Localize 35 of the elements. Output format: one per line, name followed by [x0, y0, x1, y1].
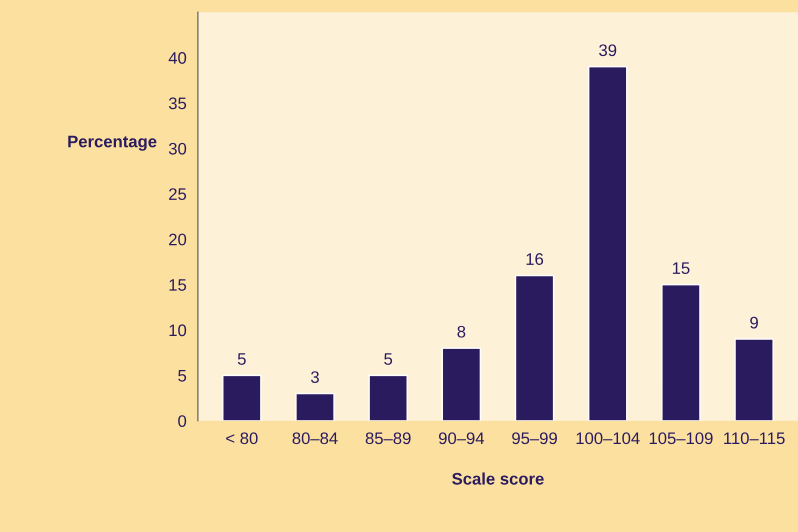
y-tick-label: 40	[168, 52, 186, 64]
bar	[514, 274, 554, 421]
y-tick-label: 30	[168, 142, 186, 155]
data-label: 16	[526, 253, 544, 265]
y-tick-label: 0	[178, 415, 186, 428]
y-tick-label: 10	[170, 324, 186, 336]
bar	[661, 284, 701, 421]
y-tick-label: 25	[169, 188, 186, 200]
bar	[734, 338, 774, 421]
bar	[588, 66, 628, 421]
x-tick-label: 105–109	[650, 432, 713, 444]
x-tick-label: 110–115	[724, 432, 785, 444]
bar	[368, 374, 408, 421]
x-tick-label: 100–104	[576, 432, 640, 444]
x-tick-label: 80–84	[292, 432, 338, 444]
x-tick-label: < 80	[226, 432, 258, 444]
data-label: 8	[457, 326, 466, 338]
y-tick-label: 20	[169, 234, 186, 246]
bar	[222, 374, 262, 421]
y-tick-label: 15	[170, 279, 186, 291]
data-label: 9	[750, 316, 758, 329]
x-tick-label: 95–99	[512, 432, 557, 444]
y-tick-label: 35	[168, 97, 186, 110]
data-label: 5	[238, 353, 246, 365]
data-label: 39	[599, 44, 616, 56]
y-axis-title: Percentage	[68, 136, 156, 151]
bar	[442, 347, 482, 421]
data-label: 3	[310, 371, 319, 384]
x-tick-label: 85–89	[366, 432, 411, 444]
x-axis-title: Scale score	[452, 472, 544, 485]
bar	[295, 392, 335, 421]
x-tick-label: 90–94	[438, 432, 484, 444]
data-label: 15	[672, 262, 690, 274]
data-label: 5	[384, 353, 392, 365]
y-tick-label: 5	[178, 370, 186, 382]
